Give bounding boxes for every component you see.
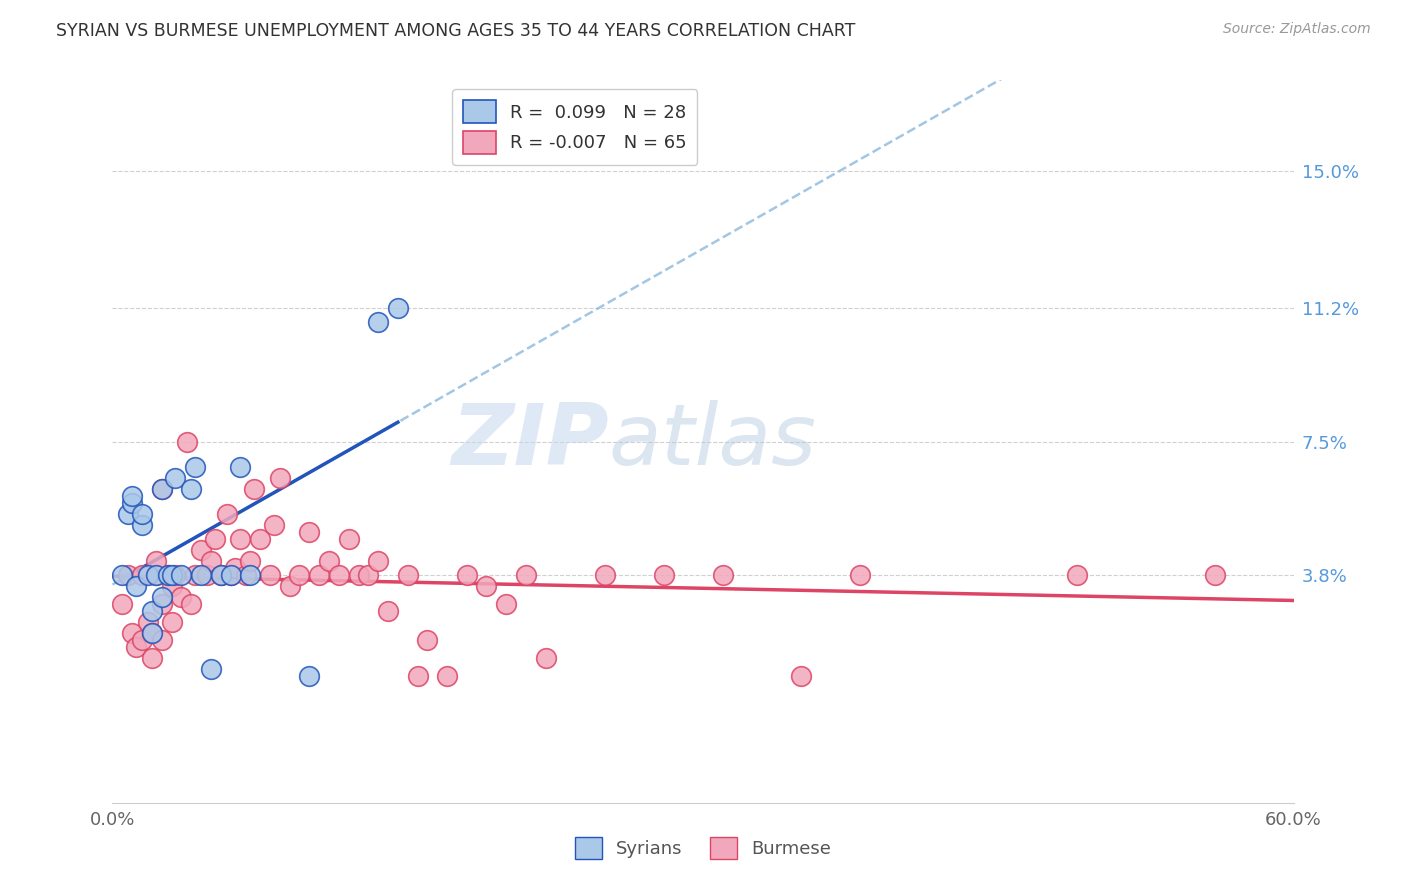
Point — [141, 604, 163, 618]
Point — [224, 561, 246, 575]
Point — [456, 568, 478, 582]
Point — [125, 640, 148, 655]
Point — [121, 489, 143, 503]
Point — [593, 568, 616, 582]
Point — [141, 626, 163, 640]
Point — [165, 568, 187, 582]
Point — [131, 517, 153, 532]
Point — [111, 568, 134, 582]
Point — [150, 482, 173, 496]
Point — [318, 554, 340, 568]
Point — [131, 568, 153, 582]
Point — [406, 669, 429, 683]
Point — [534, 651, 557, 665]
Point — [377, 604, 399, 618]
Legend: Syrians, Burmese: Syrians, Burmese — [568, 830, 838, 866]
Point — [184, 459, 207, 474]
Point — [141, 626, 163, 640]
Point — [436, 669, 458, 683]
Point — [200, 662, 222, 676]
Point — [215, 507, 238, 521]
Point — [269, 470, 291, 484]
Point — [849, 568, 872, 582]
Point — [150, 597, 173, 611]
Point — [347, 568, 370, 582]
Point — [121, 496, 143, 510]
Point — [131, 633, 153, 648]
Point — [219, 568, 242, 582]
Point — [195, 568, 218, 582]
Point — [131, 507, 153, 521]
Point — [243, 482, 266, 496]
Point — [136, 568, 159, 582]
Point — [249, 532, 271, 546]
Point — [160, 579, 183, 593]
Point — [136, 615, 159, 630]
Point — [160, 568, 183, 582]
Point — [652, 568, 675, 582]
Point — [1204, 568, 1226, 582]
Point — [239, 554, 262, 568]
Point — [145, 568, 167, 582]
Point — [308, 568, 330, 582]
Point — [396, 568, 419, 582]
Point — [259, 568, 281, 582]
Point — [200, 554, 222, 568]
Point — [475, 579, 498, 593]
Point — [125, 579, 148, 593]
Point — [515, 568, 537, 582]
Point — [145, 554, 167, 568]
Point — [337, 532, 360, 546]
Point — [190, 568, 212, 582]
Point — [229, 532, 252, 546]
Point — [150, 590, 173, 604]
Point — [180, 597, 202, 611]
Point — [416, 633, 439, 648]
Text: Source: ZipAtlas.com: Source: ZipAtlas.com — [1223, 22, 1371, 37]
Point — [235, 568, 257, 582]
Point — [184, 568, 207, 582]
Point — [1066, 568, 1088, 582]
Point — [495, 597, 517, 611]
Text: SYRIAN VS BURMESE UNEMPLOYMENT AMONG AGES 35 TO 44 YEARS CORRELATION CHART: SYRIAN VS BURMESE UNEMPLOYMENT AMONG AGE… — [56, 22, 856, 40]
Point — [298, 669, 321, 683]
Point — [170, 568, 193, 582]
Point — [170, 590, 193, 604]
Point — [117, 568, 139, 582]
Point — [180, 482, 202, 496]
Point — [387, 301, 409, 315]
Point — [117, 507, 139, 521]
Point — [204, 532, 226, 546]
Point — [328, 568, 350, 582]
Point — [263, 517, 285, 532]
Point — [165, 470, 187, 484]
Point — [357, 568, 380, 582]
Point — [150, 633, 173, 648]
Point — [190, 542, 212, 557]
Point — [288, 568, 311, 582]
Point — [121, 626, 143, 640]
Point — [156, 568, 179, 582]
Point — [160, 615, 183, 630]
Point — [367, 315, 389, 329]
Text: ZIP: ZIP — [451, 400, 609, 483]
Point — [790, 669, 813, 683]
Point — [209, 568, 232, 582]
Point — [229, 459, 252, 474]
Point — [156, 568, 179, 582]
Text: atlas: atlas — [609, 400, 817, 483]
Point — [145, 568, 167, 582]
Point — [711, 568, 734, 582]
Point — [219, 568, 242, 582]
Point — [111, 597, 134, 611]
Point — [239, 568, 262, 582]
Point — [141, 651, 163, 665]
Point — [367, 554, 389, 568]
Point — [176, 434, 198, 449]
Point — [150, 482, 173, 496]
Point — [278, 579, 301, 593]
Point — [209, 568, 232, 582]
Point — [298, 524, 321, 539]
